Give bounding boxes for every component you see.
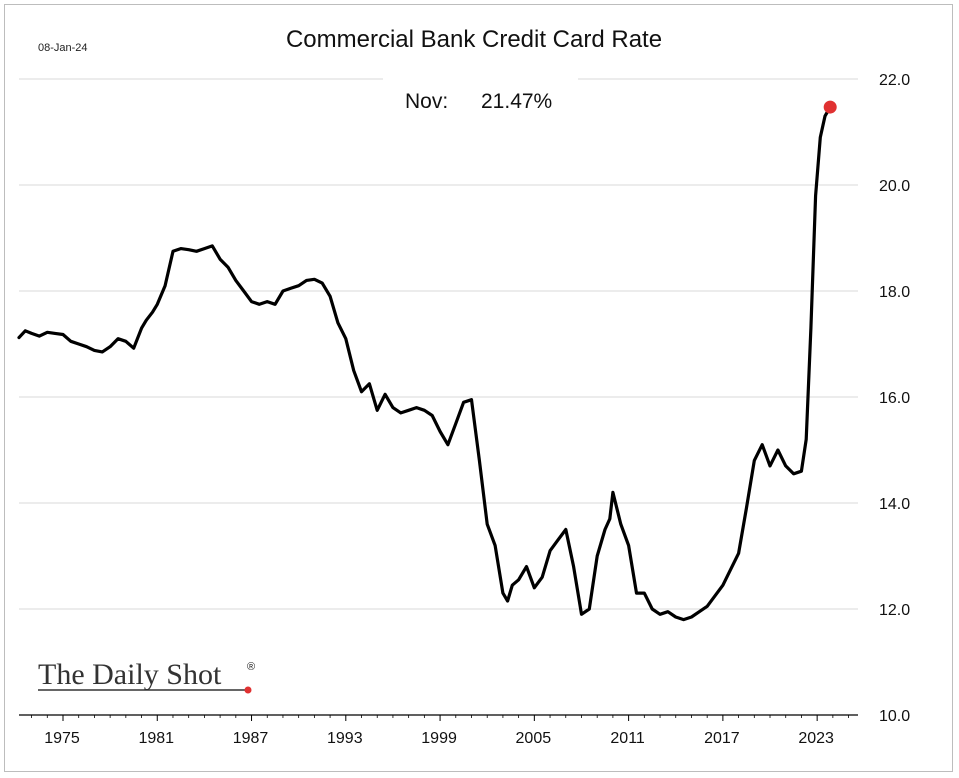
y-tick-label: 14.0 bbox=[879, 496, 910, 513]
x-tick-label: 1981 bbox=[138, 730, 174, 747]
logo-dot-icon bbox=[244, 686, 252, 694]
y-tick-label: 22.0 bbox=[879, 72, 910, 89]
annotation-backdrop bbox=[383, 65, 578, 117]
latest-value-marker bbox=[823, 100, 837, 114]
y-tick-label: 16.0 bbox=[879, 390, 910, 407]
date-label: 08-Jan-24 bbox=[38, 42, 88, 54]
y-tick-label: 20.0 bbox=[879, 178, 910, 195]
x-tick-label: 2005 bbox=[516, 730, 552, 747]
x-tick-label: 2011 bbox=[610, 730, 645, 747]
x-tick-label: 2017 bbox=[704, 730, 740, 747]
y-tick-label: 12.0 bbox=[879, 602, 910, 619]
logo-text: The Daily Shot bbox=[38, 658, 222, 691]
x-tick-label: 1999 bbox=[421, 730, 457, 747]
annotation-value: 21.47% bbox=[481, 90, 552, 113]
annotation-label: Nov: bbox=[405, 90, 448, 113]
series-line bbox=[17, 105, 832, 622]
chart-svg: 10.0 12.0 14.0 16.0 18.0 20.0 22.0 1975 1981 1987… bbox=[17, 26, 910, 747]
chart-title: Commercial Bank Credit Card Rate bbox=[286, 26, 662, 53]
axis-layer: 10.0 12.0 14.0 16.0 18.0 20.0 22.0 1975 1981 1987… bbox=[19, 72, 910, 747]
x-tick-label: 1993 bbox=[327, 730, 363, 747]
x-tick-label: 1975 bbox=[44, 730, 80, 747]
chart-frame: 10.0 12.0 14.0 16.0 18.0 20.0 22.0 1975 1981 1987… bbox=[4, 4, 953, 772]
logo-registered-mark: ® bbox=[247, 661, 255, 673]
x-tick-label: 2023 bbox=[798, 730, 834, 747]
x-tick-label: 1987 bbox=[233, 730, 269, 747]
y-tick-label: 10.0 bbox=[879, 708, 910, 725]
daily-shot-logo: The Daily Shot ® bbox=[38, 658, 255, 694]
text-layer: 08-Jan-24 Commercial Bank Credit Card Ra… bbox=[38, 26, 662, 113]
series-layer bbox=[17, 100, 837, 622]
grid-layer bbox=[19, 65, 858, 610]
y-tick-label: 18.0 bbox=[879, 284, 910, 301]
